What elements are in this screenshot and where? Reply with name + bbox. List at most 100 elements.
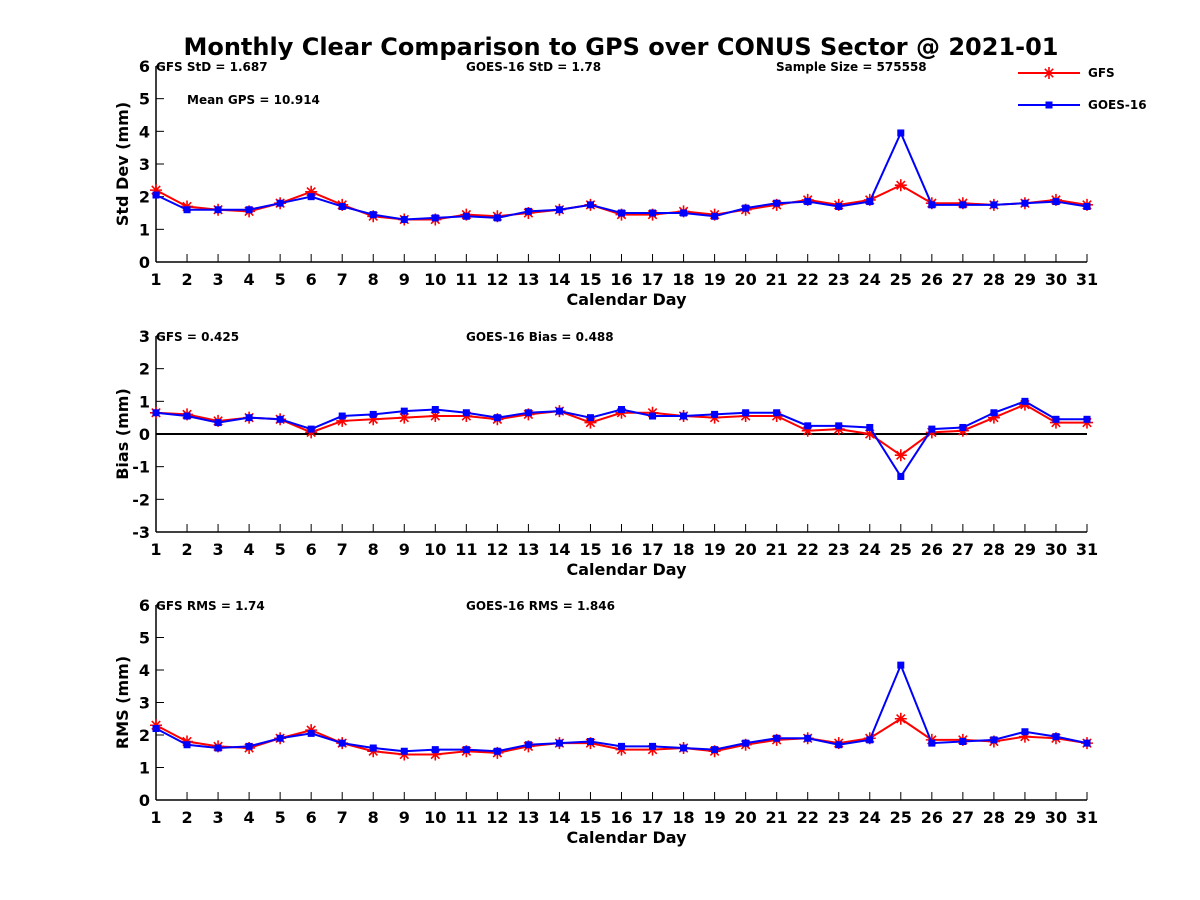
data-point-goes-16 bbox=[618, 742, 625, 750]
x-tick-label: 28 bbox=[983, 270, 1005, 289]
y-tick-label: 2 bbox=[139, 726, 150, 745]
data-point-goes-16 bbox=[649, 412, 657, 420]
x-tick-label: 29 bbox=[1014, 808, 1036, 827]
x-axis-label: Calendar Day bbox=[567, 560, 688, 579]
x-tick-label: 1 bbox=[150, 540, 161, 559]
x-tick-label: 22 bbox=[797, 808, 819, 827]
x-tick-label: 7 bbox=[337, 808, 348, 827]
data-point-gfs bbox=[305, 185, 318, 198]
data-point-goes-16 bbox=[307, 193, 315, 201]
x-tick-label: 29 bbox=[1014, 540, 1036, 559]
data-point-goes-16 bbox=[338, 202, 346, 210]
x-tick-label: 5 bbox=[275, 540, 286, 559]
data-point-goes-16 bbox=[804, 198, 812, 206]
data-point-goes-16 bbox=[369, 744, 377, 752]
x-tick-label: 4 bbox=[244, 270, 255, 289]
y-tick-label: -1 bbox=[132, 458, 150, 477]
x-tick-label: 6 bbox=[306, 808, 317, 827]
x-tick-label: 12 bbox=[486, 808, 508, 827]
x-tick-label: 30 bbox=[1045, 270, 1067, 289]
x-tick-label: 2 bbox=[181, 540, 192, 559]
annotation: GFS = 0.425 bbox=[156, 330, 239, 344]
x-tick-label: 18 bbox=[672, 540, 694, 559]
data-point-goes-16 bbox=[742, 409, 750, 417]
legend-label-gfs: GFS bbox=[1088, 66, 1115, 80]
data-point-goes-16 bbox=[711, 212, 719, 220]
x-axis-label: Calendar Day bbox=[567, 828, 688, 847]
x-tick-label: 16 bbox=[610, 808, 632, 827]
chart-title: Monthly Clear Comparison to GPS over CON… bbox=[183, 33, 1058, 61]
legend-label-goes-16: GOES-16 bbox=[1088, 98, 1147, 112]
y-axis-label: RMS (mm) bbox=[113, 656, 132, 749]
x-tick-label: 18 bbox=[672, 808, 694, 827]
data-point-gfs bbox=[801, 424, 814, 437]
data-point-goes-16 bbox=[1052, 198, 1060, 206]
data-point-gfs bbox=[987, 411, 1000, 424]
x-tick-label: 13 bbox=[517, 808, 539, 827]
data-point-goes-16 bbox=[1083, 415, 1091, 423]
data-point-gfs bbox=[863, 428, 876, 440]
data-point-goes-16 bbox=[990, 736, 998, 744]
data-point-goes-16 bbox=[555, 206, 563, 214]
legend-marker-goes-16 bbox=[1045, 101, 1053, 109]
annotation: Mean GPS = 10.914 bbox=[187, 93, 320, 107]
data-point-goes-16 bbox=[214, 744, 222, 752]
data-point-goes-16 bbox=[680, 209, 688, 217]
x-tick-label: 29 bbox=[1014, 270, 1036, 289]
x-tick-label: 27 bbox=[952, 540, 974, 559]
y-tick-label: 1 bbox=[139, 220, 150, 239]
data-point-goes-16 bbox=[1021, 199, 1029, 207]
y-tick-label: 2 bbox=[139, 360, 150, 379]
data-point-goes-16 bbox=[1052, 733, 1060, 741]
x-tick-label: 14 bbox=[548, 270, 570, 289]
annotation: GOES-16 StD = 1.78 bbox=[466, 60, 601, 74]
x-tick-label: 30 bbox=[1045, 540, 1067, 559]
x-tick-label: 30 bbox=[1045, 808, 1067, 827]
annotation: GOES-16 Bias = 0.488 bbox=[466, 330, 614, 344]
x-tick-label: 4 bbox=[244, 540, 255, 559]
data-point-goes-16 bbox=[1052, 415, 1060, 423]
data-point-goes-16 bbox=[990, 201, 998, 209]
data-point-goes-16 bbox=[804, 422, 812, 430]
x-tick-label: 21 bbox=[766, 808, 788, 827]
x-tick-label: 3 bbox=[212, 808, 223, 827]
data-point-goes-16 bbox=[928, 425, 936, 433]
x-tick-label: 13 bbox=[517, 270, 539, 289]
x-tick-label: 2 bbox=[181, 270, 192, 289]
data-point-gfs bbox=[150, 184, 162, 197]
annotation: GFS StD = 1.687 bbox=[156, 60, 268, 74]
data-point-goes-16 bbox=[928, 739, 936, 747]
data-point-goes-16 bbox=[618, 406, 625, 413]
x-tick-label: 2 bbox=[181, 808, 192, 827]
x-tick-label: 16 bbox=[610, 540, 632, 559]
y-tick-label: 3 bbox=[139, 155, 150, 174]
data-point-goes-16 bbox=[897, 472, 905, 480]
data-point-goes-16 bbox=[866, 423, 874, 431]
data-point-goes-16 bbox=[493, 747, 501, 755]
y-tick-label: 1 bbox=[139, 759, 150, 778]
x-tick-label: 14 bbox=[548, 540, 570, 559]
data-point-goes-16 bbox=[555, 407, 563, 415]
x-tick-label: 28 bbox=[983, 808, 1005, 827]
data-point-gfs bbox=[584, 416, 597, 429]
x-tick-label: 17 bbox=[641, 808, 663, 827]
data-point-goes-16 bbox=[586, 738, 594, 745]
data-point-goes-16 bbox=[773, 409, 781, 417]
x-tick-label: 26 bbox=[921, 270, 943, 289]
data-point-goes-16 bbox=[866, 198, 874, 206]
y-tick-label: 3 bbox=[139, 694, 150, 713]
data-point-goes-16 bbox=[462, 212, 470, 220]
x-tick-label: 20 bbox=[735, 808, 757, 827]
data-point-goes-16 bbox=[369, 211, 377, 219]
y-tick-label: 6 bbox=[139, 596, 150, 615]
x-tick-label: 26 bbox=[921, 808, 943, 827]
data-point-goes-16 bbox=[711, 410, 719, 418]
x-tick-label: 6 bbox=[306, 540, 317, 559]
data-point-goes-16 bbox=[586, 201, 594, 209]
x-tick-label: 22 bbox=[797, 270, 819, 289]
x-tick-label: 21 bbox=[766, 270, 788, 289]
x-tick-label: 8 bbox=[368, 270, 379, 289]
data-point-goes-16 bbox=[618, 209, 625, 217]
data-point-goes-16 bbox=[680, 412, 688, 420]
